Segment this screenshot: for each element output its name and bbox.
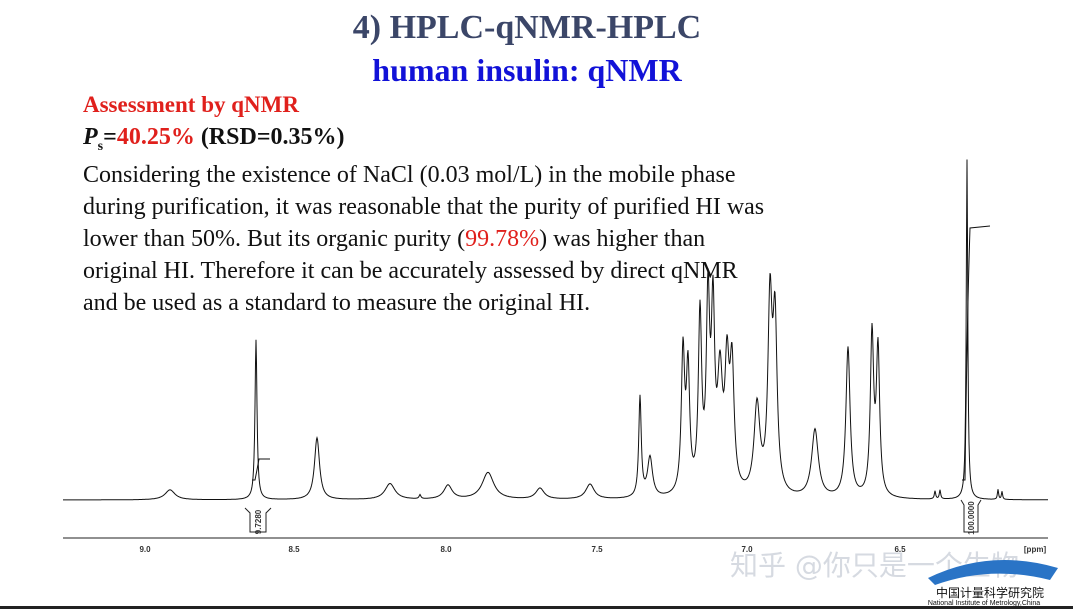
organic-purity: 99.78% [465,226,539,252]
axis-label: 6.5 [894,545,906,554]
integral-bracket [244,507,272,533]
axis-label: 8.5 [288,545,300,554]
integral-bracket [960,499,982,533]
equals: = [103,124,117,150]
integral-curve [962,225,991,481]
integral-label: 9.7280 [254,509,263,534]
axis-label: 8.0 [440,545,452,554]
integral-label: 100.0000 [967,501,976,535]
bottom-bar [0,606,1073,609]
nmr-spectrum [63,159,1048,501]
purity: 40.25% [117,124,195,150]
title: 4) HPLC-qNMR-HPLC [353,9,701,46]
paragraph-line: original HI. Therefore it can be accurat… [83,258,738,284]
purity-line: Ps=40.25% (RSD=0.35%) [82,124,344,154]
logo-mark [928,560,1058,585]
logo-name: 中国计量科学研究院 [936,585,1044,600]
paragraph-line: during purification, it was reasonable t… [83,194,764,220]
spectrum-trace [63,159,1048,501]
axis-label: 9.0 [139,545,151,554]
axis-label: [ppm] [1024,545,1047,554]
paragraph-line: Considering the existence of NaCl (0.03 … [83,162,736,188]
axis-label: 7.5 [591,545,603,554]
paragraph-line: lower than 50%. But its organic purity (… [83,226,705,252]
logo-english: National Institute of Metrology,China [928,600,1040,607]
subtitle: human insulin: qNMR [372,52,682,88]
symbol: P [82,124,98,150]
assessment-heading: Assessment by qNMR [83,92,299,117]
integral-curve [252,458,270,481]
subscript: s [98,139,104,154]
axis-label: 7.0 [741,545,753,554]
text-run: ) was higher than [539,226,705,252]
paragraph-line: and be used as a standard to measure the… [83,290,590,316]
rsd: (RSD=0.35%) [195,124,345,150]
text-run: lower than 50%. But its organic purity ( [83,226,465,252]
